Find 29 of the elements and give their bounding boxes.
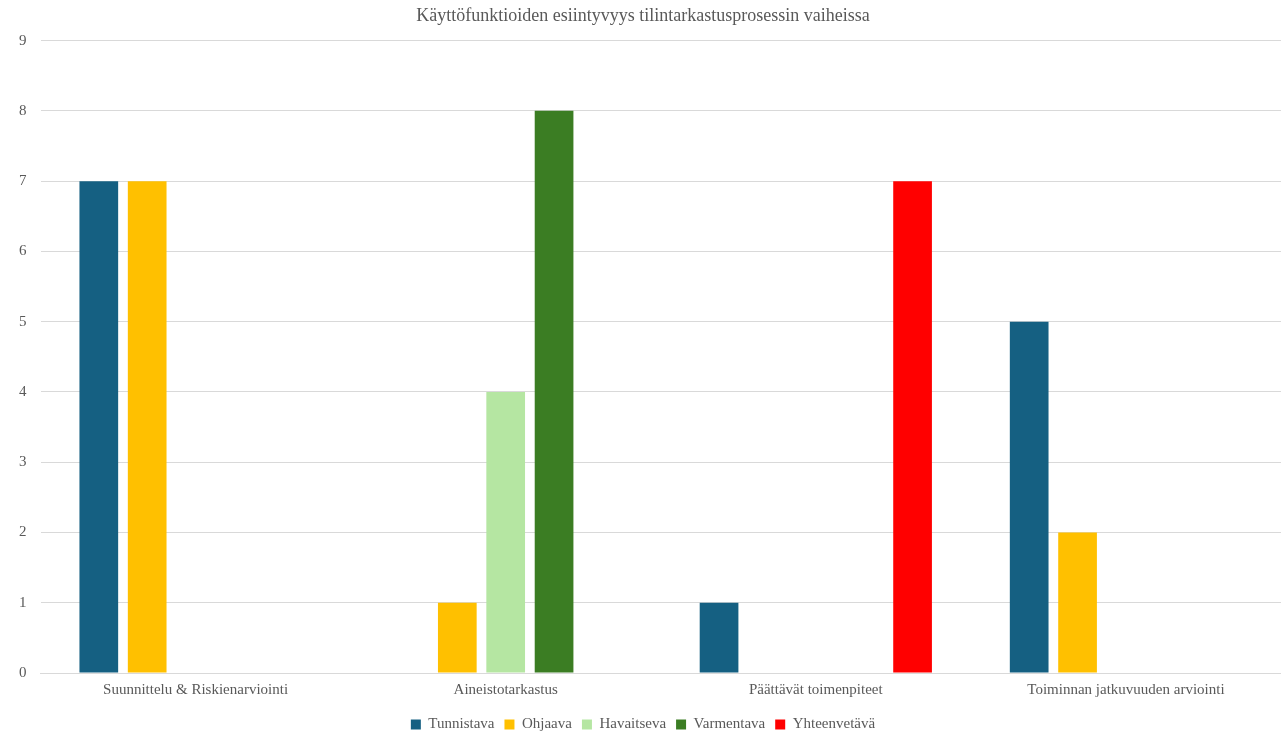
chart-title: Käyttöfunktioiden esiintyvyys tilintarkastusprosessin vaiheissa bbox=[416, 4, 870, 25]
y-tick-label: 8 bbox=[19, 101, 27, 118]
legend-label: Havaitseva bbox=[599, 715, 667, 732]
x-tick-label: Aineistotarkastus bbox=[453, 680, 558, 697]
y-tick-label: 2 bbox=[19, 523, 27, 540]
bar bbox=[893, 181, 932, 673]
bar bbox=[486, 391, 526, 673]
y-tick-label: 1 bbox=[19, 593, 27, 610]
y-tick-label: 7 bbox=[19, 172, 27, 189]
y-tick-label: 3 bbox=[19, 453, 27, 470]
bar bbox=[1009, 321, 1049, 673]
y-tick-label: 9 bbox=[19, 31, 27, 48]
bar bbox=[437, 602, 477, 673]
y-tick-label: 6 bbox=[19, 242, 27, 259]
legend-label: Tunnistava bbox=[428, 715, 495, 732]
x-tick-label: Toiminnan jatkuvuuden arviointi bbox=[1027, 680, 1225, 697]
x-tick-label: Suunnittelu & Riskienarviointi bbox=[103, 680, 289, 697]
legend-label: Ohjaava bbox=[521, 715, 573, 732]
y-tick-label: 5 bbox=[19, 312, 27, 329]
bar bbox=[79, 181, 119, 673]
y-tick-label: 0 bbox=[19, 663, 27, 680]
bar bbox=[699, 602, 739, 673]
y-tick-label: 4 bbox=[19, 382, 27, 399]
x-tick-label: Päättävät toimenpiteet bbox=[748, 680, 884, 697]
bar bbox=[127, 181, 167, 673]
legend-label: Yhteenvetävä bbox=[792, 715, 876, 732]
bar bbox=[534, 110, 574, 673]
bar bbox=[1058, 532, 1097, 673]
legend-label: Varmentava bbox=[693, 715, 766, 732]
